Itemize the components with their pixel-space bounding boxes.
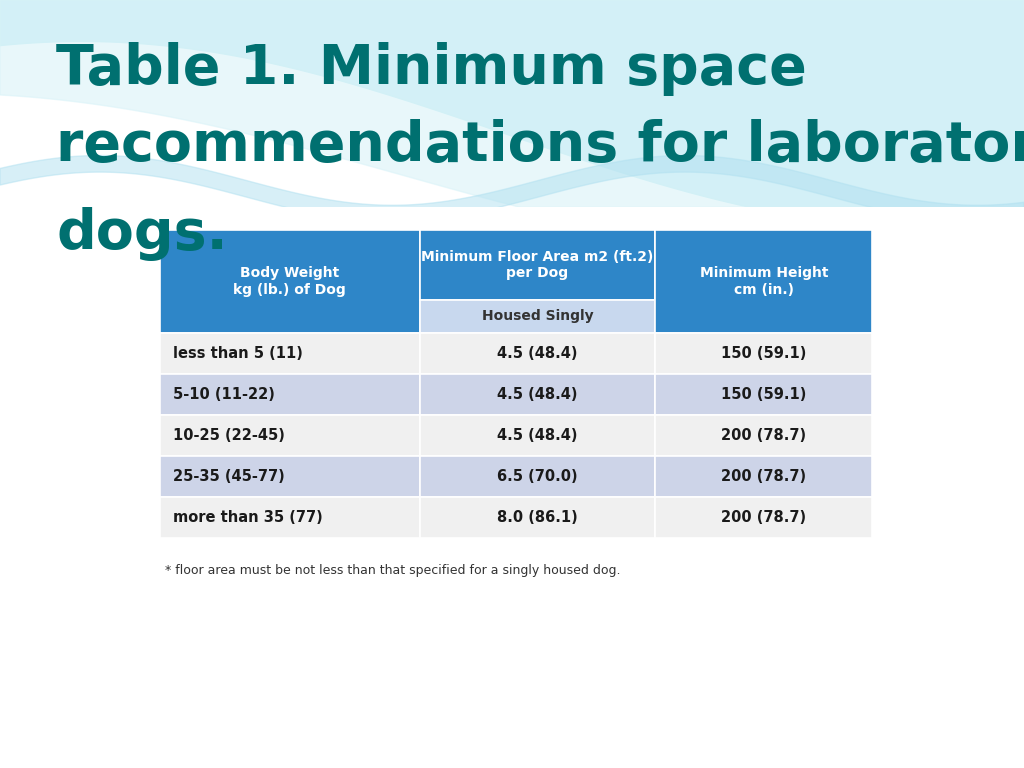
Text: 10-25 (22-45): 10-25 (22-45)	[173, 428, 285, 442]
Text: 5-10 (11-22): 5-10 (11-22)	[173, 386, 274, 402]
Text: more than 35 (77): more than 35 (77)	[173, 510, 323, 525]
Text: 4.5 (48.4): 4.5 (48.4)	[498, 346, 578, 361]
Text: Minimum Height
cm (in.): Minimum Height cm (in.)	[699, 266, 828, 296]
Text: Table 1. Minimum space: Table 1. Minimum space	[56, 42, 807, 96]
Text: 8.0 (86.1): 8.0 (86.1)	[497, 510, 578, 525]
Text: 4.5 (48.4): 4.5 (48.4)	[498, 386, 578, 402]
Text: Body Weight
kg (lb.) of Dog: Body Weight kg (lb.) of Dog	[233, 266, 346, 296]
Text: Housed Singly: Housed Singly	[481, 309, 593, 323]
Text: 200 (78.7): 200 (78.7)	[721, 468, 806, 484]
Text: recommendations for laboratory: recommendations for laboratory	[56, 119, 1024, 173]
Text: Minimum Floor Area m2 (ft.2)
per Dog: Minimum Floor Area m2 (ft.2) per Dog	[421, 250, 653, 280]
Text: 200 (78.7): 200 (78.7)	[721, 428, 806, 442]
Text: dogs.: dogs.	[56, 207, 228, 261]
Text: 6.5 (70.0): 6.5 (70.0)	[498, 468, 578, 484]
Text: * floor area must be not less than that specified for a singly housed dog.: * floor area must be not less than that …	[165, 564, 621, 578]
Text: less than 5 (11): less than 5 (11)	[173, 346, 303, 361]
Text: 150 (59.1): 150 (59.1)	[721, 386, 807, 402]
Text: 200 (78.7): 200 (78.7)	[721, 510, 806, 525]
Text: 4.5 (48.4): 4.5 (48.4)	[498, 428, 578, 442]
Text: 25-35 (45-77): 25-35 (45-77)	[173, 468, 285, 484]
Text: 150 (59.1): 150 (59.1)	[721, 346, 807, 361]
